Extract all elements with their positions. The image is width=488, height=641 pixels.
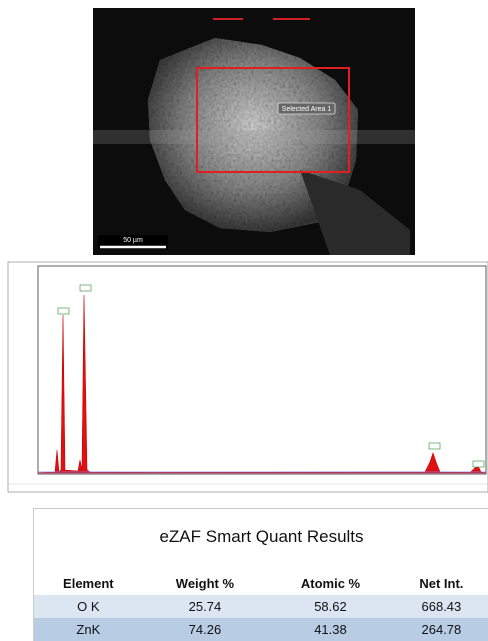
area-label: Selected Area 1 [282, 106, 332, 113]
header-row: Element Weight % Atomic % Net Int. [34, 571, 488, 595]
table-row: O K 25.74 58.62 668.43 [34, 595, 488, 618]
table-cell: 668.43 [393, 595, 488, 618]
background-debris [300, 170, 410, 255]
table-cell: 58.62 [267, 595, 394, 618]
scale-label: 50 µm [123, 237, 143, 244]
selected-area [196, 67, 350, 173]
table-body: O K 25.74 58.62 668.43 ZnK 74.26 41.38 264.78 [34, 595, 488, 641]
table-cell: 74.26 [142, 618, 268, 641]
peak-tag [57, 307, 70, 315]
peak-tag [79, 284, 92, 292]
table-cell: 41.38 [267, 618, 394, 641]
column-header: Element [63, 575, 114, 591]
results-table: Element Weight % Atomic % Net Int. O K 25.74… [34, 571, 488, 641]
peak-tag [428, 442, 441, 450]
table-cell: 264.78 [393, 618, 488, 641]
table-row: ZnK 74.26 41.38 264.78 [34, 618, 488, 641]
table-title: eZAF Smart Quant Results [159, 527, 364, 546]
spectrum-plot [37, 265, 487, 475]
column-header: Weight % [175, 575, 235, 591]
table-cell: O K [34, 595, 143, 618]
column-header: Net Int. [419, 575, 464, 591]
table-cell: 25.74 [142, 595, 268, 618]
peak-tag [472, 460, 485, 468]
column-header: Atomic % [300, 575, 361, 591]
area-label-box [277, 102, 336, 115]
scan-streak [93, 130, 415, 144]
figure: Selected Area 1 50 µm [7, 8, 488, 493]
scale-box [98, 235, 168, 249]
quant-panel: eZAF Smart Quant Results Element Weight %… [33, 508, 488, 641]
table-cell: ZnK [34, 618, 143, 641]
